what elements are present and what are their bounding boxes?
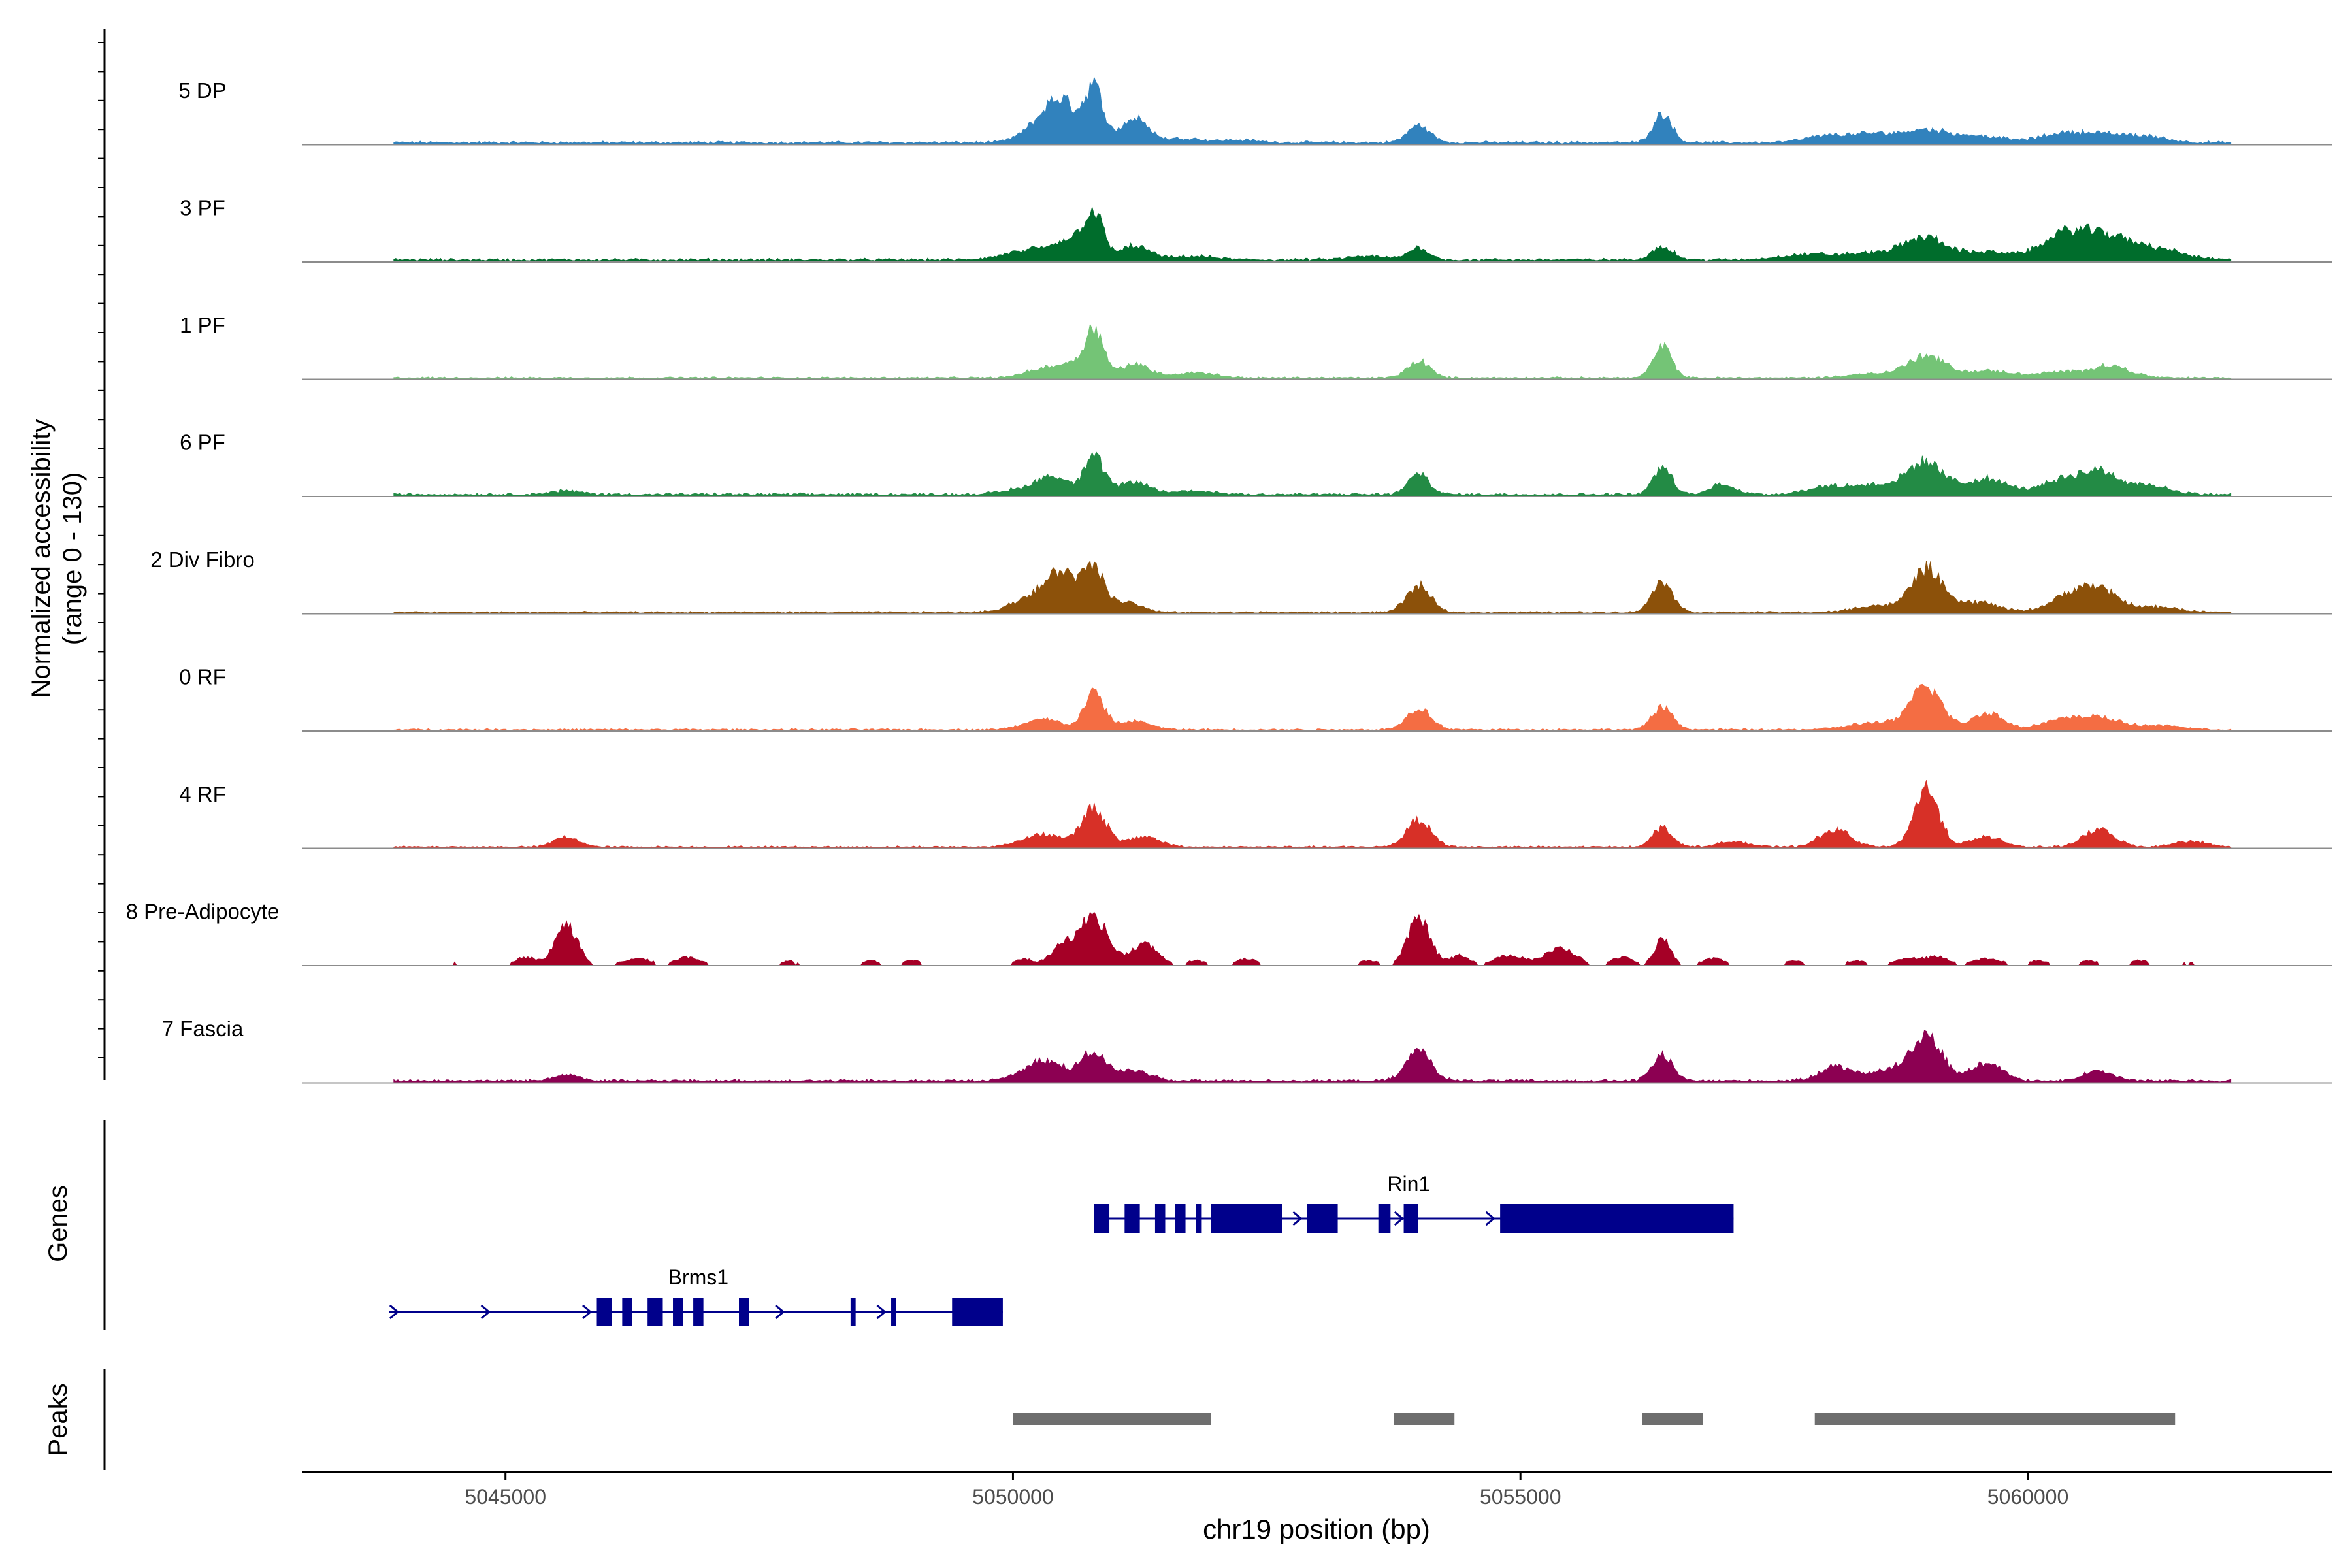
strand-arrow <box>1394 1211 1405 1226</box>
track-8-pre-adipocyte: 8 Pre-Adipocyte <box>126 900 2332 966</box>
coverage-area <box>393 76 2232 145</box>
track-label: 0 RF <box>179 665 226 689</box>
gene-exon <box>622 1298 632 1326</box>
x-axis-label: chr19 position (bp) <box>1203 1514 1430 1544</box>
gene-exon <box>1124 1204 1140 1233</box>
strand-arrow <box>389 1304 400 1320</box>
strand-arrow <box>1292 1211 1303 1226</box>
track-5-dp: 5 DP <box>178 76 2332 146</box>
gene-exon <box>739 1298 749 1326</box>
track-label: 3 PF <box>180 196 225 220</box>
track-1-pf: 1 PF <box>180 313 2332 380</box>
genes-panel-label: Genes <box>44 1185 73 1262</box>
track-7-fascia: 7 Fascia <box>162 1017 2332 1084</box>
gene-name-label: Brms1 <box>668 1266 728 1289</box>
gene-exon <box>1175 1204 1186 1233</box>
track-label: 1 PF <box>180 313 225 337</box>
track-0-rf: 0 RF <box>179 665 2332 732</box>
track-label: 2 Div Fibro <box>150 547 255 572</box>
gene-exon <box>891 1298 896 1326</box>
x-axis: 5045000 5050000 5055000 5060000 <box>302 1471 2332 1509</box>
strand-arrow <box>775 1304 785 1320</box>
track-4-rf: 4 RF <box>179 780 2332 849</box>
gene-exon <box>647 1298 663 1326</box>
track-label: 7 Fascia <box>162 1017 244 1041</box>
coverage-area <box>393 451 2232 497</box>
coverage-area <box>393 207 2232 263</box>
peak-region <box>1642 1413 1703 1425</box>
peak-regions <box>1013 1413 2176 1425</box>
x-tick-label: 5045000 <box>465 1485 546 1509</box>
gene-exon <box>952 1298 1003 1326</box>
gene-exon <box>1403 1204 1418 1233</box>
gene-brms1: Brms1 <box>389 1266 1003 1326</box>
gene-annotations: Rin1 Brms1 <box>389 1172 1734 1326</box>
coverage-area <box>393 780 2232 849</box>
gene-exon <box>1094 1204 1110 1233</box>
track-label: 4 RF <box>179 782 226 806</box>
x-tick-label: 5050000 <box>972 1485 1054 1509</box>
gene-exon <box>1154 1204 1166 1233</box>
coverage-area <box>393 683 2232 732</box>
coverage-area <box>393 911 2231 966</box>
coverage-area <box>393 560 2232 614</box>
peak-region <box>1814 1413 2176 1425</box>
track-6-pf: 6 PF <box>180 431 2332 497</box>
peak-region <box>1013 1413 1211 1425</box>
gene-exon <box>693 1298 704 1326</box>
gene-name-label: Rin1 <box>1387 1172 1430 1196</box>
x-tick-label: 5055000 <box>1480 1485 1561 1509</box>
peak-region <box>1394 1413 1455 1425</box>
coverage-tracks: 5 DP 3 PF 1 PF 6 PF 2 Div Fibro 0 RF 4 RF 8 Pre… <box>126 76 2332 1084</box>
x-tick-label: 5060000 <box>1987 1485 2069 1509</box>
strand-arrow <box>1485 1211 1495 1226</box>
gene-exon <box>1378 1204 1391 1233</box>
peaks-panel-label: Peaks <box>44 1383 73 1456</box>
strand-arrow <box>876 1304 887 1320</box>
gene-exon <box>1500 1204 1734 1233</box>
gene-exon <box>1211 1204 1282 1233</box>
gene-exon <box>1307 1204 1338 1233</box>
track-label: 5 DP <box>178 78 226 103</box>
track-2-div-fibro: 2 Div Fibro <box>150 547 2332 615</box>
coverage-area <box>393 323 2232 380</box>
gene-exon <box>850 1298 856 1326</box>
y-axis-label-line2: (range 0 - 130) <box>58 472 87 645</box>
y-axis-label-line1: Normalized accessibility <box>27 419 56 698</box>
track-3-pf: 3 PF <box>180 196 2332 263</box>
left-axis-lines <box>98 29 106 1470</box>
strand-arrow <box>480 1304 491 1320</box>
gene-rin1: Rin1 <box>1094 1172 1734 1233</box>
strand-arrow <box>582 1304 593 1320</box>
gene-exon <box>596 1298 612 1326</box>
gene-exon <box>673 1298 683 1326</box>
gene-exon <box>1196 1204 1202 1233</box>
track-label: 6 PF <box>180 431 225 455</box>
coverage-area <box>393 1030 2232 1083</box>
track-label: 8 Pre-Adipocyte <box>126 900 280 924</box>
